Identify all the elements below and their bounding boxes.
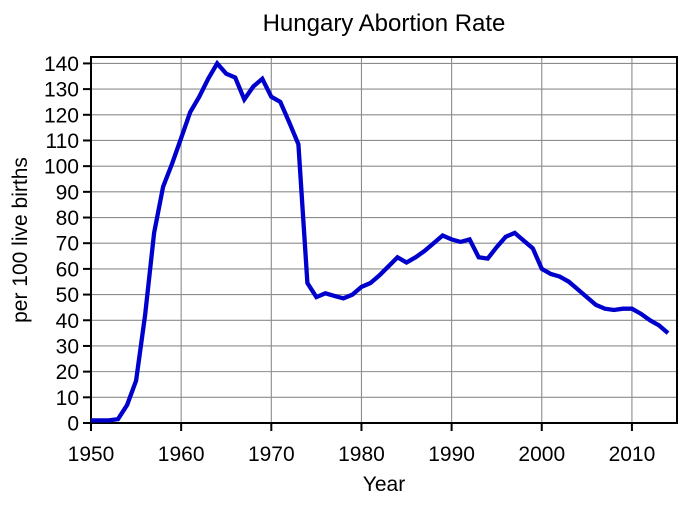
- y-tick-label: 50: [56, 284, 79, 307]
- y-tick-label: 30: [56, 335, 79, 358]
- chart-title: Hungary Abortion Rate: [263, 10, 506, 37]
- x-tick-label: 1980: [338, 443, 385, 466]
- plot-frame: [90, 56, 678, 424]
- y-tick-label: 90: [56, 181, 79, 204]
- x-tick-label: 1960: [158, 443, 205, 466]
- y-tick-label: 70: [56, 233, 79, 256]
- y-tick-label: 80: [56, 207, 79, 230]
- y-tick-label: 120: [44, 104, 79, 127]
- x-tick-label: 1990: [428, 443, 475, 466]
- x-tick-label: 1950: [68, 443, 115, 466]
- y-tick-label: 100: [44, 156, 79, 179]
- y-tick-label: 130: [44, 79, 79, 102]
- x-tick-label: 2010: [609, 443, 656, 466]
- y-tick-label: 140: [44, 53, 79, 76]
- y-tick-label: 10: [56, 387, 79, 410]
- y-tick-label: 20: [56, 361, 79, 384]
- data-line: [91, 59, 670, 423]
- y-tick-label: 0: [67, 413, 79, 436]
- y-tick-label: 40: [56, 310, 79, 333]
- axis-ticks: [83, 62, 633, 431]
- y-axis-label: per 100 live births: [9, 157, 32, 323]
- x-tick-label: 1970: [248, 443, 295, 466]
- y-tick-label: 110: [46, 130, 79, 153]
- gridlines: [91, 57, 677, 423]
- x-tick-label: 2000: [518, 443, 565, 466]
- x-axis-label: Year: [363, 473, 405, 496]
- y-tick-label: 60: [56, 258, 79, 281]
